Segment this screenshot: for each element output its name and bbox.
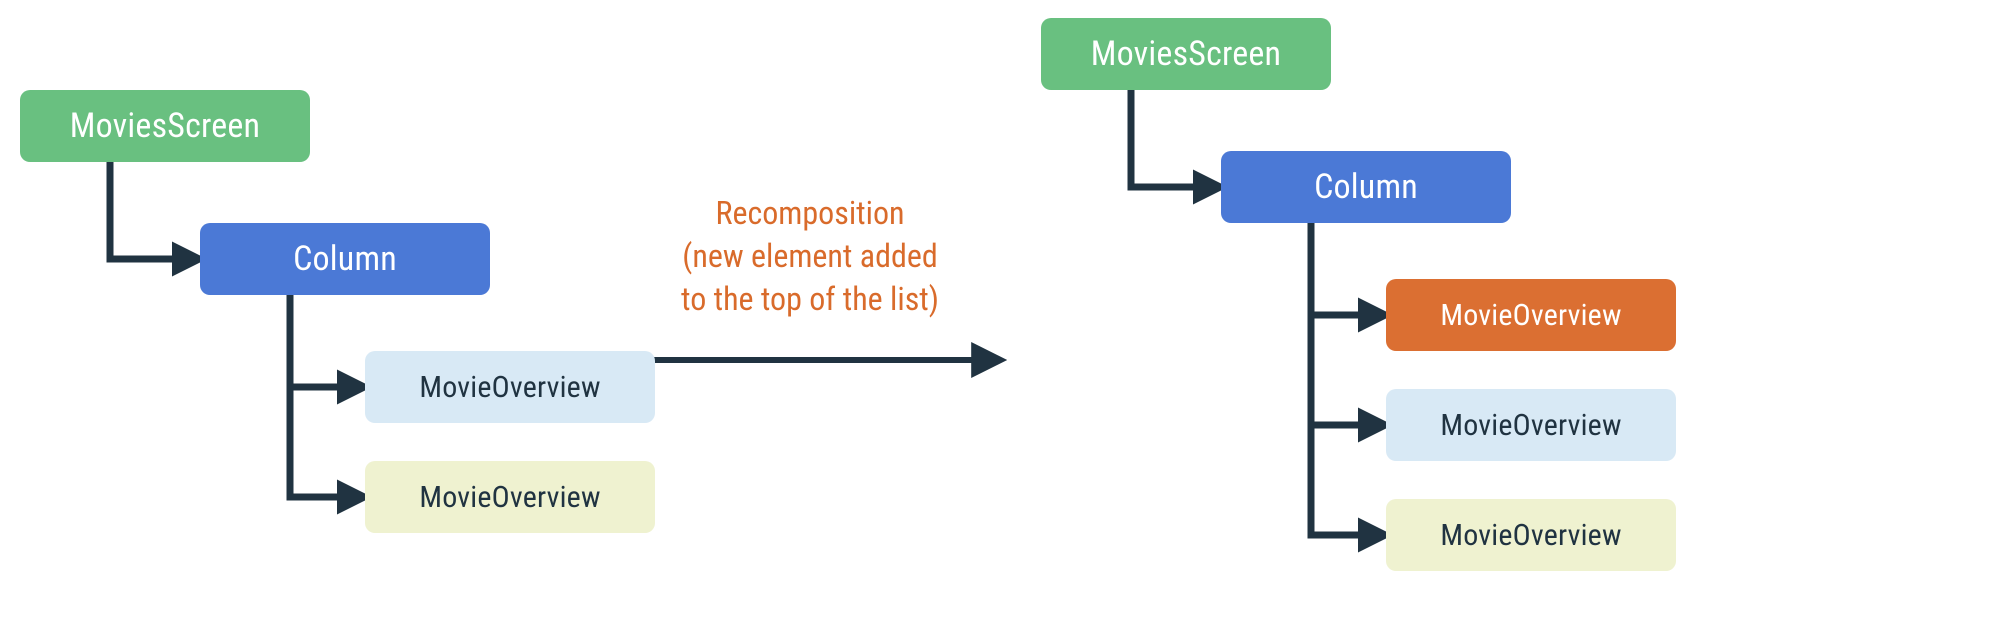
node-movies-screen-right: MoviesScreen <box>1041 18 1331 90</box>
node-movieoverview: MovieOverview <box>365 351 655 423</box>
node-movieoverview: MovieOverview <box>1386 499 1676 571</box>
node-movies-screen-left: MoviesScreen <box>20 90 310 162</box>
node-column-left: Column <box>200 223 490 295</box>
node-label: MovieOverview <box>1440 298 1621 333</box>
annotation-text: Recomposition (new element added to the … <box>600 192 1020 322</box>
node-label: MovieOverview <box>1440 408 1621 443</box>
node-label: MovieOverview <box>419 480 600 515</box>
node-label: MoviesScreen <box>1091 34 1281 74</box>
node-column-right: Column <box>1221 151 1511 223</box>
node-label: MoviesScreen <box>70 106 260 146</box>
node-label: Column <box>1314 167 1418 207</box>
diagram-canvas: MoviesScreen Column MovieOverview MovieO… <box>0 0 1999 639</box>
node-movieoverview: MovieOverview <box>365 461 655 533</box>
node-movieoverview-new: MovieOverview <box>1386 279 1676 351</box>
annotation-line: Recomposition <box>715 194 904 232</box>
node-label: MovieOverview <box>419 370 600 405</box>
node-label: MovieOverview <box>1440 518 1621 553</box>
node-label: Column <box>293 239 397 279</box>
annotation-line: (new element added <box>682 237 937 275</box>
annotation-line: to the top of the list) <box>681 280 939 318</box>
node-movieoverview: MovieOverview <box>1386 389 1676 461</box>
